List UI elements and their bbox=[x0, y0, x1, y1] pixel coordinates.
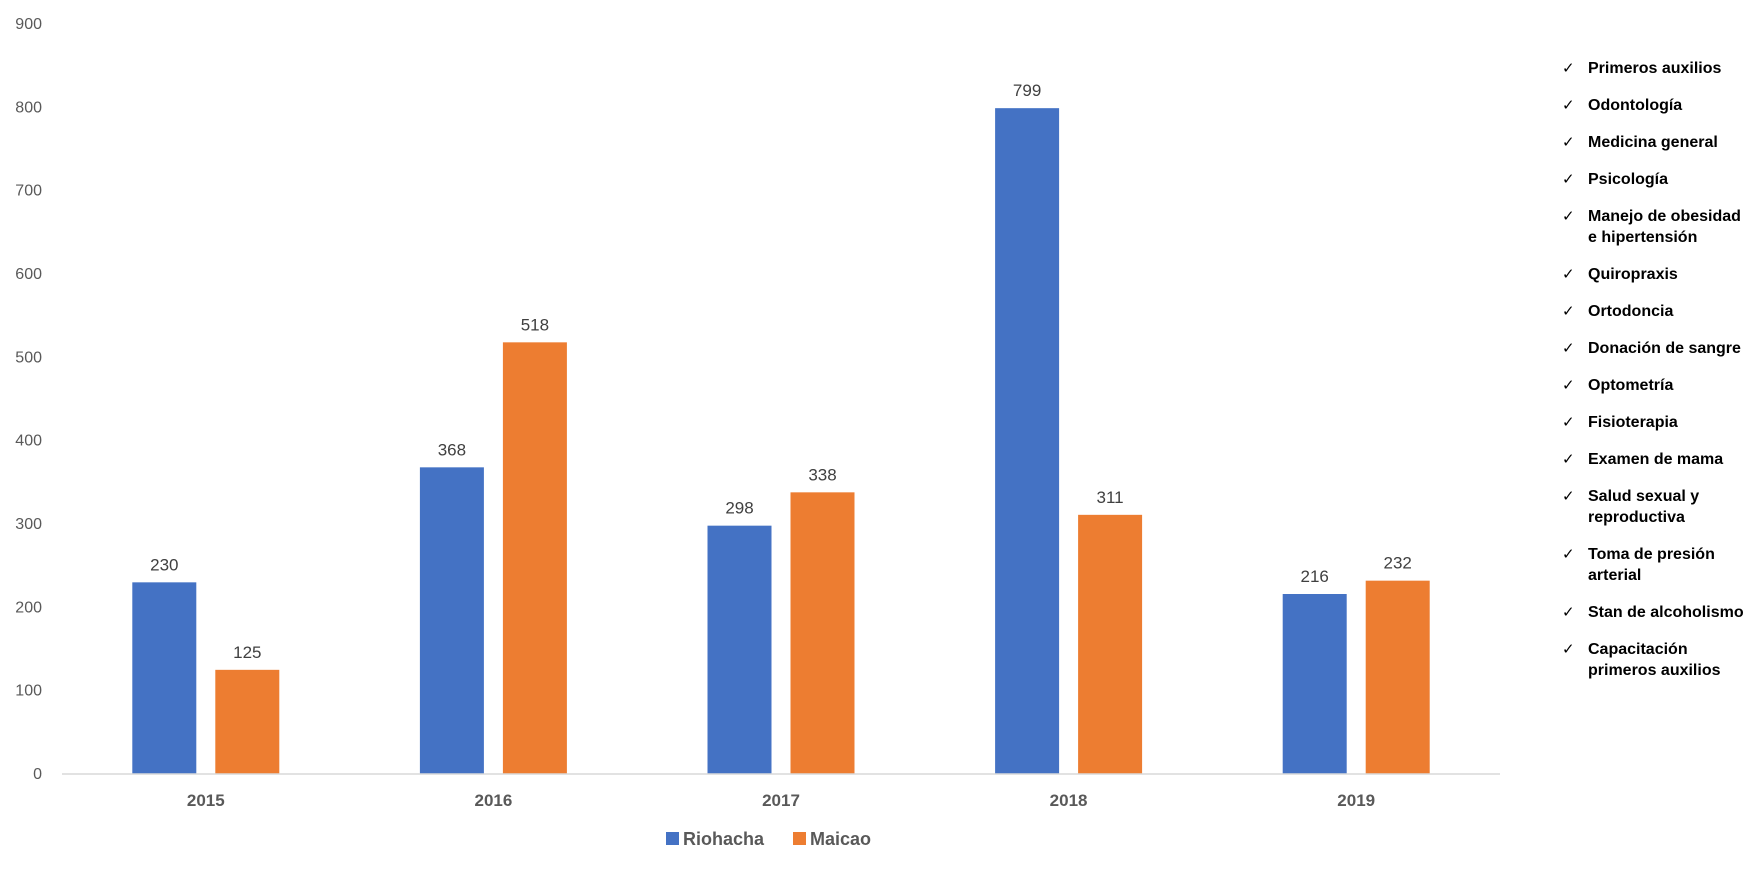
service-label: Examen de mama bbox=[1588, 451, 1724, 468]
check-icon: ✓ bbox=[1562, 171, 1575, 188]
bars: 230 125 368 518 298 338 799 311 216 232 bbox=[132, 81, 1430, 774]
y-tick-label: 0 bbox=[33, 766, 42, 783]
service-item: ✓ Salud sexual y reproductiva bbox=[1562, 486, 1752, 528]
check-icon: ✓ bbox=[1562, 488, 1575, 505]
data-label: 216 bbox=[1301, 567, 1329, 586]
y-tick-label: 600 bbox=[15, 266, 42, 283]
check-icon: ✓ bbox=[1562, 340, 1575, 357]
check-icon: ✓ bbox=[1562, 266, 1575, 283]
bar-riohacha-2018 bbox=[995, 108, 1060, 774]
legend-swatch-maicao bbox=[793, 832, 806, 845]
x-tick-label: 2019 bbox=[1337, 791, 1375, 810]
data-label: 338 bbox=[808, 465, 836, 484]
x-tick-label: 2016 bbox=[474, 791, 512, 810]
service-item: ✓ Donación de sangre bbox=[1562, 338, 1752, 359]
bar-riohacha-2017 bbox=[707, 525, 772, 774]
service-label: Toma de presión arterial bbox=[1588, 546, 1715, 584]
service-label: Ortodoncia bbox=[1588, 303, 1674, 320]
data-label: 368 bbox=[438, 440, 466, 459]
data-label: 230 bbox=[150, 555, 178, 574]
service-item: ✓ Capacitación primeros auxilios bbox=[1562, 639, 1752, 681]
y-tick-label: 800 bbox=[15, 99, 42, 116]
service-label: Stan de alcoholismo bbox=[1588, 604, 1744, 621]
check-icon: ✓ bbox=[1562, 546, 1575, 563]
data-label: 518 bbox=[521, 315, 549, 334]
y-tick-label: 700 bbox=[15, 183, 42, 200]
data-label: 125 bbox=[233, 643, 261, 662]
x-tick-label: 2015 bbox=[187, 791, 225, 810]
service-label: Quiropraxis bbox=[1588, 266, 1678, 283]
bar-maicao-2015 bbox=[215, 669, 280, 774]
bar-riohacha-2016 bbox=[419, 467, 484, 774]
service-item: ✓ Fisioterapia bbox=[1562, 412, 1752, 433]
bar-riohacha-2015 bbox=[132, 582, 197, 774]
legend: Riohacha Maicao bbox=[666, 829, 871, 849]
check-icon: ✓ bbox=[1562, 604, 1575, 621]
bar-chart: 0 100 200 300 400 500 600 700 800 900 230 125 368 51… bbox=[15, 16, 1500, 849]
service-label: Optometría bbox=[1588, 377, 1674, 394]
service-label: Psicología bbox=[1588, 171, 1669, 188]
service-label: Primeros auxilios bbox=[1588, 60, 1722, 77]
service-item: ✓ Psicología bbox=[1562, 169, 1752, 190]
service-item: ✓ Examen de mama bbox=[1562, 449, 1752, 470]
legend-label-maicao: Maicao bbox=[810, 829, 871, 849]
x-tick-label: 2018 bbox=[1050, 791, 1088, 810]
check-icon: ✓ bbox=[1562, 414, 1575, 431]
x-tick-label: 2017 bbox=[762, 791, 800, 810]
data-label: 232 bbox=[1384, 554, 1412, 573]
service-label: Medicina general bbox=[1588, 134, 1718, 151]
service-item: ✓ Stan de alcoholismo bbox=[1562, 602, 1752, 623]
y-tick-label: 400 bbox=[15, 433, 42, 450]
bar-riohacha-2019 bbox=[1282, 594, 1347, 774]
data-label: 311 bbox=[1097, 488, 1124, 507]
check-icon: ✓ bbox=[1562, 451, 1575, 468]
check-icon: ✓ bbox=[1562, 60, 1575, 77]
service-label: Donación de sangre bbox=[1588, 340, 1741, 357]
service-item: ✓ Primeros auxilios bbox=[1562, 58, 1752, 79]
x-axis: 2015 2016 2017 2018 2019 bbox=[62, 773, 1500, 810]
service-item: ✓ Toma de presión arterial bbox=[1562, 544, 1752, 586]
data-label: 298 bbox=[725, 499, 753, 518]
service-label: Odontología bbox=[1588, 97, 1683, 114]
legend-label-riohacha: Riohacha bbox=[683, 829, 765, 849]
y-axis: 0 100 200 300 400 500 600 700 800 900 bbox=[15, 16, 42, 783]
y-tick-label: 100 bbox=[15, 683, 42, 700]
y-tick-label: 900 bbox=[15, 16, 42, 33]
check-icon: ✓ bbox=[1562, 303, 1575, 320]
service-item: ✓ Odontología bbox=[1562, 95, 1752, 116]
check-icon: ✓ bbox=[1562, 377, 1575, 394]
bar-maicao-2018 bbox=[1078, 514, 1143, 774]
service-label: Manejo de obesidad e hipertensión bbox=[1588, 208, 1741, 246]
service-item: ✓ Optometría bbox=[1562, 375, 1752, 396]
service-item: ✓ Ortodoncia bbox=[1562, 301, 1752, 322]
service-item: ✓ Quiropraxis bbox=[1562, 264, 1752, 285]
check-icon: ✓ bbox=[1562, 641, 1575, 658]
check-icon: ✓ bbox=[1562, 134, 1575, 151]
check-icon: ✓ bbox=[1562, 208, 1575, 225]
y-tick-label: 500 bbox=[15, 349, 42, 366]
service-item: ✓ Manejo de obesidad e hipertensión bbox=[1562, 206, 1752, 248]
service-label: Salud sexual y reproductiva bbox=[1588, 488, 1700, 526]
bar-maicao-2016 bbox=[502, 342, 567, 774]
y-tick-label: 300 bbox=[15, 516, 42, 533]
y-tick-label: 200 bbox=[15, 599, 42, 616]
service-label: Fisioterapia bbox=[1588, 414, 1678, 431]
data-label: 799 bbox=[1013, 81, 1041, 100]
bar-maicao-2017 bbox=[790, 492, 855, 774]
bar-maicao-2019 bbox=[1365, 580, 1430, 774]
service-label: Capacitación primeros auxilios bbox=[1588, 641, 1721, 679]
legend-swatch-riohacha bbox=[666, 832, 679, 845]
services-list: ✓ Primeros auxilios ✓ Odontología ✓ Medicina … bbox=[1562, 58, 1752, 697]
check-icon: ✓ bbox=[1562, 97, 1575, 114]
service-item: ✓ Medicina general bbox=[1562, 132, 1752, 153]
